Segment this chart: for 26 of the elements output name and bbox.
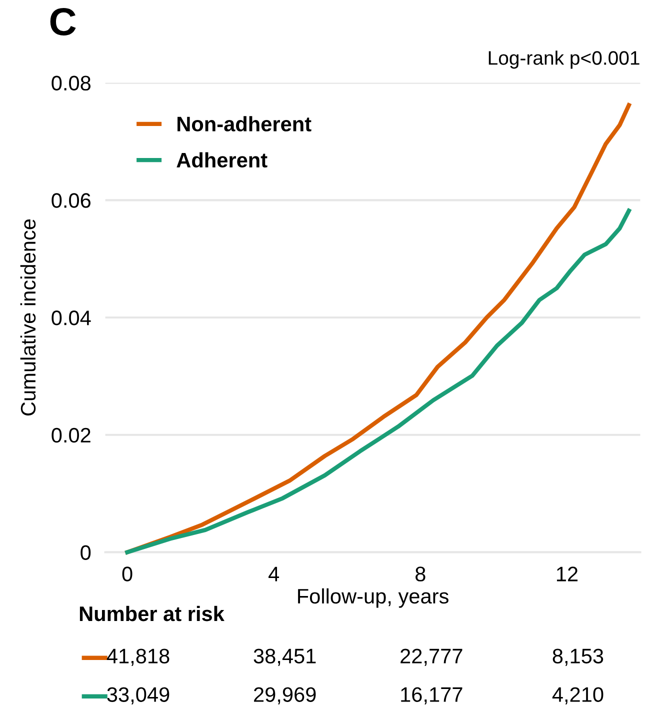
y-tick-label: 0.06 [52, 193, 90, 208]
y-tick-label: 0.02 [52, 428, 90, 443]
text: 4,210 [552, 687, 604, 704]
x-axis-title: Follow-up, years [298, 588, 448, 608]
x-tick-label: 0 [122, 566, 132, 582]
text: 8,153 [552, 648, 604, 666]
line-series [125, 208, 631, 554]
text: Number at risk [80, 606, 224, 622]
y-tick-label: 0.08 [52, 76, 91, 91]
text: 41,818 [106, 648, 170, 666]
legend-label: Adherent [176, 152, 268, 168]
y-tick-label: 0.04 [52, 310, 91, 326]
line-series [125, 103, 631, 554]
y-axis-title: Cumulative incidence [20, 219, 36, 416]
text: 16,177 [401, 687, 462, 704]
chart-title: C [50, 8, 76, 36]
x-tick-label: 4 [268, 566, 280, 582]
text: Log-rank p<0.001 [488, 50, 640, 69]
text: 33,049 [107, 687, 170, 704]
text: 38,451 [254, 648, 316, 666]
x-tick-label: 8 [416, 566, 426, 582]
x-tick-label: 12 [556, 566, 578, 582]
y-tick-label: 0 [80, 545, 91, 560]
text: 29,969 [254, 687, 316, 704]
text: 22,777 [400, 648, 462, 666]
legend-label: Non-adherent [178, 116, 312, 132]
